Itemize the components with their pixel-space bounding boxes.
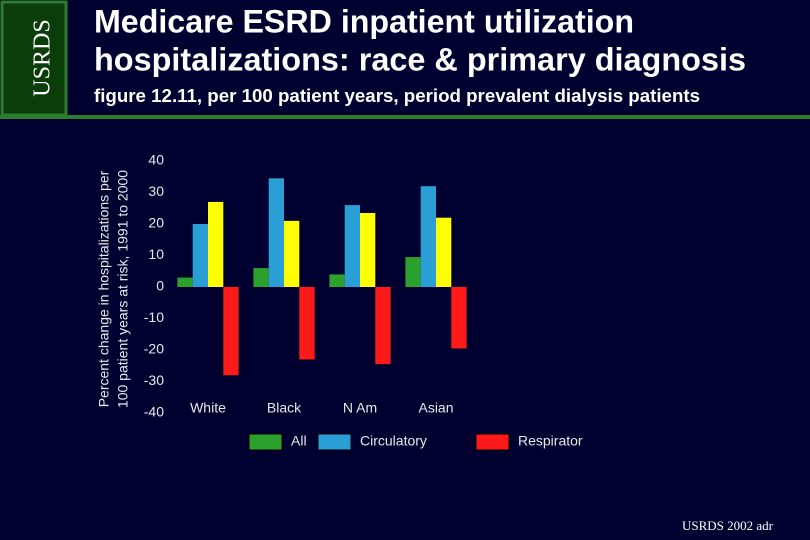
y-tick-label: 0 (156, 278, 164, 294)
bar (192, 224, 208, 287)
y-tick-label: -10 (144, 309, 164, 325)
logo: USRDS (30, 19, 56, 96)
x-tick-label: N Am (343, 400, 377, 416)
y-tick-label: -20 (144, 341, 164, 357)
x-tick-label: Black (267, 400, 302, 416)
bar (344, 205, 360, 287)
bar (436, 217, 452, 287)
bar (208, 201, 224, 287)
bar (451, 287, 467, 349)
y-tick-label: 10 (148, 246, 164, 262)
bar (405, 257, 421, 287)
legend-swatch (475, 433, 510, 451)
legend-label: Respirator (518, 433, 583, 449)
logo-box (0, 0, 68, 117)
bar (253, 268, 269, 287)
footer: USRDS 2002 adr (682, 518, 774, 533)
y-axis-label: 100 patient years at risk, 1991 to 2000 (115, 170, 131, 408)
bar (375, 287, 391, 365)
y-tick-label: 40 (148, 152, 164, 168)
y-tick-label: -30 (144, 372, 164, 388)
bar (299, 287, 315, 360)
bar (223, 287, 239, 376)
y-tick-label: 30 (148, 183, 164, 199)
subtitle: figure 12.11, per 100 patient years, per… (94, 86, 700, 106)
legend-swatch (248, 433, 283, 451)
bar (420, 186, 436, 287)
legend-swatch (317, 433, 352, 451)
bar (360, 212, 376, 287)
y-tick-label: -40 (144, 404, 164, 420)
bar (268, 178, 284, 287)
title-line: hospitalizations: race & primary diagnos… (94, 41, 746, 77)
legend-label: Circulatory (360, 433, 427, 449)
title-line: Medicare ESRD inpatient utilization (94, 3, 634, 39)
bar (177, 277, 193, 287)
header-rule (0, 115, 810, 119)
x-tick-label: Asian (418, 400, 453, 416)
bar (329, 274, 345, 287)
x-tick-label: White (190, 400, 226, 416)
bar (284, 220, 300, 287)
y-axis-label: Percent change in hospitalizations per (96, 170, 112, 407)
legend-label: All (291, 433, 307, 449)
y-tick-label: 20 (148, 215, 164, 231)
